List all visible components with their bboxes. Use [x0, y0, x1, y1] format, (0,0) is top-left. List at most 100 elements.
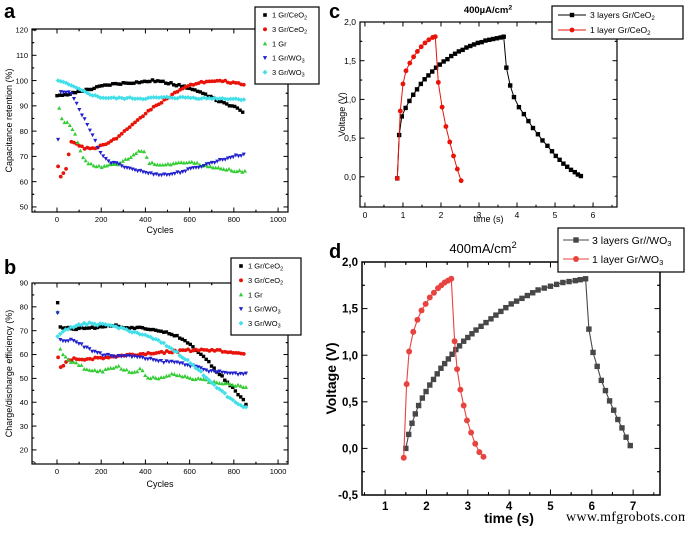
data-point-triangle-up — [57, 105, 62, 110]
data-point-diamond — [183, 95, 188, 100]
legend-label: 1 Gr/WO3 — [272, 54, 305, 65]
data-point-triangle-down — [63, 339, 68, 344]
x-tick-label: 1 — [401, 210, 406, 220]
panel-title: 400µA/cm2 — [464, 4, 513, 16]
data-point-square — [217, 99, 221, 104]
data-point-square — [191, 345, 195, 349]
data-point-square — [188, 342, 192, 347]
data-point-square — [230, 104, 234, 108]
data-point-square — [146, 327, 150, 331]
data-point-diamond — [90, 93, 95, 98]
data-point-triangle-down — [74, 101, 79, 106]
data-point-square — [93, 326, 97, 330]
data-point-triangle-down — [66, 90, 71, 95]
data-point-triangle-down — [79, 113, 85, 118]
data-point-triangle-up — [140, 368, 145, 373]
data-point-triangle-down — [206, 370, 211, 374]
data-point-circle — [400, 81, 406, 87]
data-point-square — [169, 81, 173, 85]
data-point-triangle-down — [214, 370, 219, 375]
data-point-triangle-down — [148, 356, 153, 361]
data-point-diamond — [156, 337, 161, 343]
data-point-triangle-up — [96, 163, 102, 168]
data-point-triangle-up — [169, 371, 174, 376]
data-point-triangle-up — [238, 292, 244, 297]
data-point-triangle-down — [74, 340, 79, 345]
data-point-circle — [406, 348, 413, 355]
data-point-square — [90, 325, 94, 329]
data-point-square — [153, 79, 157, 84]
data-point-triangle-down — [87, 128, 92, 133]
data-point-triangle-up — [228, 382, 233, 386]
data-point-square — [183, 338, 187, 343]
data-point-triangle-up — [229, 168, 234, 173]
x-tick-label: 800 — [228, 215, 241, 224]
data-point-square — [433, 65, 439, 70]
data-point-triangle-down — [60, 339, 65, 344]
data-point-triangle-up — [234, 169, 239, 174]
data-point-square — [126, 81, 131, 85]
data-point-diamond — [203, 375, 209, 380]
series-b-4 — [55, 320, 249, 410]
legend-label: 1 Gr/CeO2 — [248, 262, 283, 273]
data-point-square — [97, 84, 102, 88]
data-point-square — [430, 69, 435, 74]
data-point-circle — [430, 289, 437, 296]
data-point-circle — [468, 429, 475, 436]
data-point-square — [207, 359, 211, 364]
x-tick-label: 600 — [183, 215, 196, 224]
data-point-square — [586, 326, 592, 332]
data-point-square — [615, 416, 621, 423]
data-point-square — [541, 285, 547, 291]
data-point-square — [445, 56, 450, 62]
data-point-circle — [215, 78, 220, 83]
data-point-square — [263, 13, 267, 17]
data-point-square — [130, 325, 134, 330]
data-point-circle — [149, 351, 153, 356]
data-point-square — [557, 157, 562, 162]
data-point-square — [233, 104, 237, 109]
data-point-triangle-down — [220, 370, 225, 375]
data-point-square — [164, 330, 169, 334]
data-point-square — [498, 308, 504, 315]
data-point-diamond — [217, 386, 222, 392]
legend-label: 3 Gr/CeO2 — [248, 276, 283, 287]
series-a-3 — [56, 90, 246, 178]
series-c-0 — [395, 34, 584, 181]
data-point-square — [85, 326, 89, 330]
data-point-triangle-up — [195, 160, 200, 165]
data-point-square — [471, 42, 477, 47]
x-tick-label: 6 — [589, 501, 595, 513]
data-point-triangle-down — [90, 349, 95, 354]
data-point-square — [529, 290, 536, 296]
data-point-triangle-down — [174, 360, 180, 365]
data-point-triangle-down — [161, 360, 166, 365]
data-point-square — [82, 326, 86, 331]
data-point-square — [223, 378, 227, 382]
data-point-square — [449, 53, 454, 59]
data-point-triangle-down — [121, 354, 127, 359]
data-point-triangle-up — [100, 369, 105, 374]
data-point-square — [238, 108, 242, 112]
data-point-square — [438, 365, 444, 371]
data-point-triangle-down — [241, 152, 246, 157]
data-point-triangle-down — [164, 173, 169, 178]
y-tick-label: 110 — [16, 51, 28, 60]
data-point-diamond — [55, 78, 61, 83]
y-tick-label: 20 — [20, 446, 28, 455]
data-point-triangle-up — [145, 375, 150, 380]
data-point-square — [465, 334, 471, 341]
data-point-square — [582, 276, 589, 282]
data-point-square — [105, 83, 110, 87]
series-b-1 — [56, 347, 246, 370]
data-point-triangle-down — [79, 342, 84, 347]
data-point-diamond — [105, 322, 111, 328]
data-point-square — [124, 81, 128, 85]
data-point-circle — [460, 402, 467, 409]
data-point-triangle-up — [128, 155, 133, 159]
data-point-square — [177, 82, 181, 87]
data-point-square — [55, 300, 60, 305]
data-point-square — [464, 45, 469, 50]
data-point-triangle-down — [241, 372, 246, 377]
data-point-diamond — [236, 96, 241, 102]
